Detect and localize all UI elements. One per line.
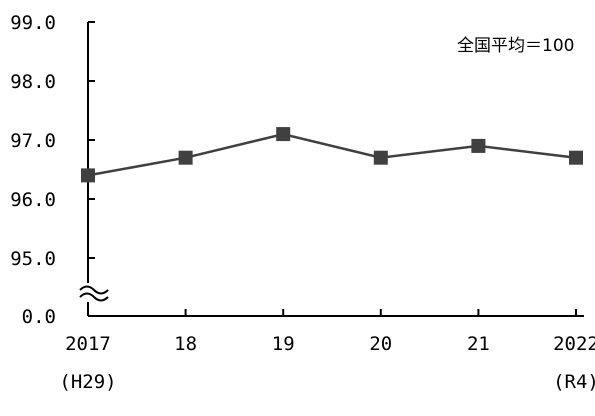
data-point-marker (178, 150, 193, 165)
data-point-marker (373, 150, 388, 165)
series-line (81, 127, 583, 183)
y-tick-label: 0.0 (22, 306, 56, 328)
data-point-marker (81, 168, 95, 183)
x-tick-label: 21 (467, 333, 490, 355)
y-tick-label: 97.0 (10, 130, 56, 152)
y-axis-ticks: 99.0 98.0 97.0 96.0 95.0 0.0 (10, 12, 95, 328)
x-axis-ticks: 2017 (H29) 18 19 20 21 2022 (R4) (59, 309, 595, 393)
x-tick-sublabel: (R4) (553, 371, 595, 393)
x-tick-label: 20 (369, 333, 392, 355)
data-point-marker (569, 150, 583, 165)
annotation-note: 全国平均＝100 (457, 36, 574, 56)
x-tick-label: 2017 (65, 333, 111, 355)
y-tick-label: 95.0 (10, 248, 56, 270)
axis-break-mark-upper (79, 285, 109, 295)
data-point-marker (276, 127, 291, 142)
y-tick-label: 96.0 (10, 189, 56, 211)
x-tick-label: 19 (272, 333, 295, 355)
data-point-marker (471, 138, 486, 153)
y-tick-label: 99.0 (10, 12, 56, 34)
series-polyline (87, 132, 577, 177)
x-tick-label: 2022 (553, 333, 595, 355)
y-tick-label: 98.0 (10, 71, 56, 93)
axes (79, 22, 584, 317)
x-tick-sublabel: (H29) (59, 371, 116, 393)
x-tick-label: 18 (174, 333, 197, 355)
axis-break-mark-lower (79, 292, 109, 302)
